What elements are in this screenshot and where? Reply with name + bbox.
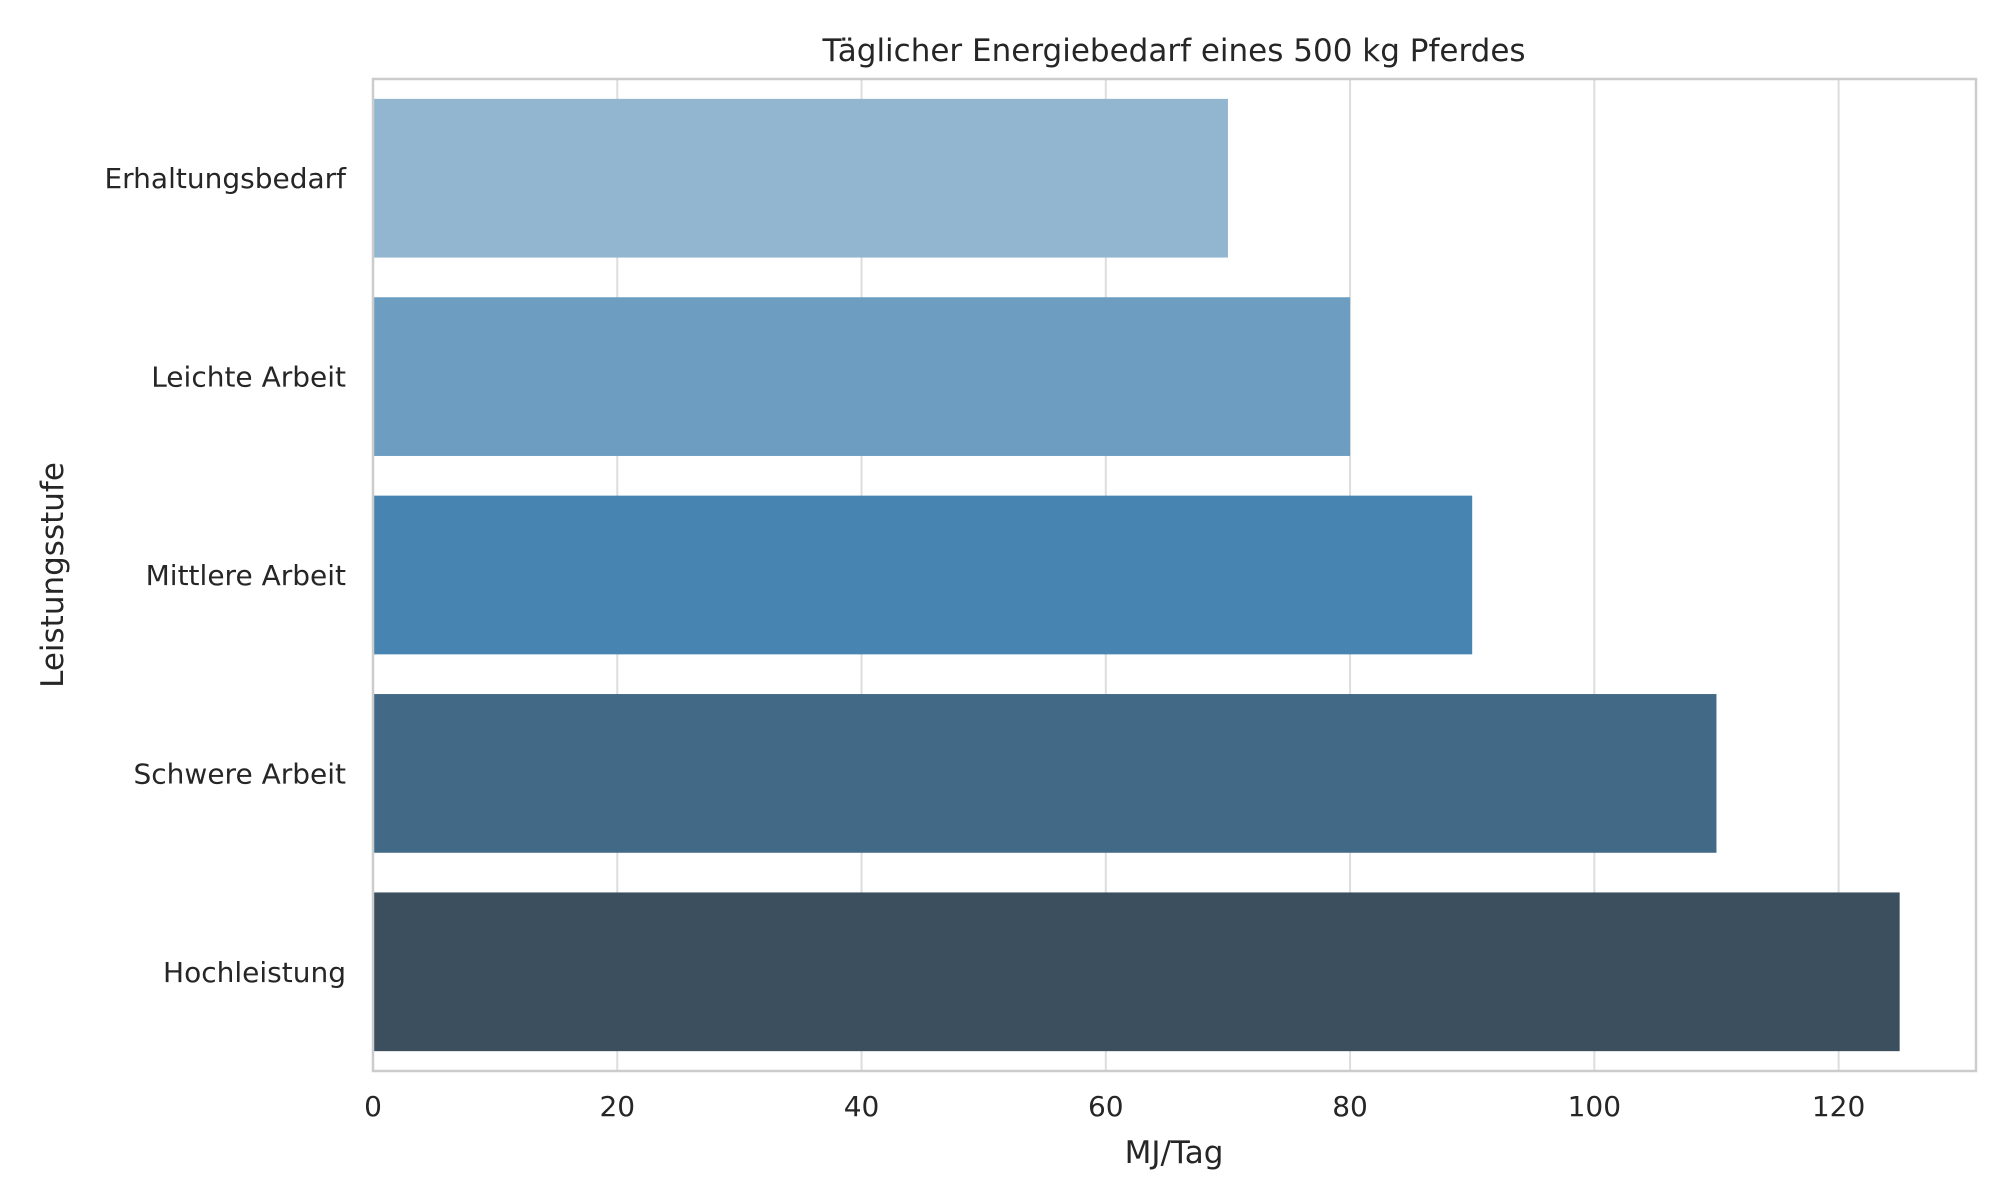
x-axis-title: MJ/Tag (1125, 1135, 1224, 1171)
bar (373, 495, 1473, 655)
x-tick-label: 100 (1568, 1090, 1621, 1123)
bar (373, 892, 1900, 1052)
category-label: Leichte Arbeit (151, 361, 346, 394)
x-tick-labels: 0 20 40 60 80 100 120 (364, 1090, 1865, 1123)
category-label: Mittlere Arbeit (146, 559, 346, 592)
x-tick-label: 80 (1332, 1090, 1368, 1123)
chart-title: Täglicher Energiebedarf eines 500 kg Pfe… (821, 33, 1525, 69)
plot-frame (371, 77, 1978, 1073)
x-tick-label: 0 (364, 1090, 382, 1123)
y-axis-title: Leistungsstufe (35, 462, 71, 688)
category-labels: Erhaltungsbedarf Leichte Arbeit Mittlere A… (104, 162, 347, 989)
x-tick-label: 40 (844, 1090, 880, 1123)
bar (373, 297, 1351, 456)
bar (373, 694, 1717, 853)
bar (373, 98, 1228, 258)
x-tick-label: 60 (1088, 1090, 1124, 1123)
category-label: Hochleistung (163, 956, 346, 989)
bars (373, 98, 1900, 1052)
category-label: Erhaltungsbedarf (104, 162, 347, 195)
category-label: Schwere Arbeit (134, 757, 347, 790)
x-tick-label: 20 (599, 1090, 635, 1123)
x-tick-label: 120 (1812, 1090, 1865, 1123)
